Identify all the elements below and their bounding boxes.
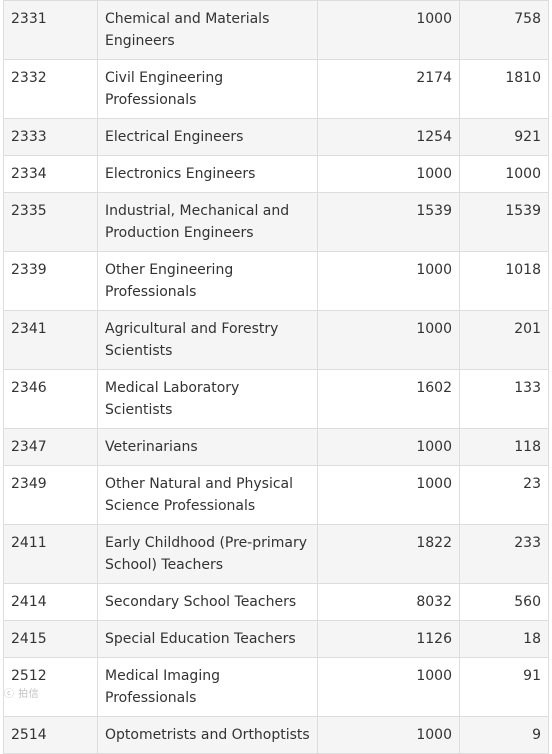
occupation-code-cell: 2334 (3, 155, 98, 193)
table-row: 2347 Veterinarians 1000 118 (3, 428, 549, 466)
value-b-cell: 758 (459, 0, 549, 60)
value-a-cell: 1539 (317, 192, 460, 252)
value-a-cell: 2174 (317, 59, 460, 119)
occupation-code-cell: 2335 (3, 192, 98, 252)
value-b-cell: 133 (459, 369, 549, 429)
table-row: 2334 Electronics Engineers 1000 1000 (3, 155, 549, 193)
table-row: 2512 Medical Imaging Professionals 1000 91 (3, 657, 549, 717)
occupation-name-cell: Medical Laboratory Scientists (97, 369, 318, 429)
occupation-code-cell: 2339 (3, 251, 98, 311)
value-b-cell: 921 (459, 118, 549, 156)
occupation-name-cell: Electrical Engineers (97, 118, 318, 156)
table-row: 2514 Optometrists and Orthoptists 1000 9 (3, 716, 549, 754)
value-a-cell: 1000 (317, 716, 460, 754)
occupation-code-cell: 2514 (3, 716, 98, 754)
occupation-name-cell: Early Childhood (Pre-primary School) Tea… (97, 524, 318, 584)
table-row: 2341 Agricultural and Forestry Scientists… (3, 310, 549, 370)
value-b-cell: 1018 (459, 251, 549, 311)
table-row: 2346 Medical Laboratory Scientists 1602 133 (3, 369, 549, 429)
occupation-code-cell: 2414 (3, 583, 98, 621)
value-b-cell: 18 (459, 620, 549, 658)
table-row: 2333 Electrical Engineers 1254 921 (3, 118, 549, 156)
occupation-name-cell: Chemical and Materials Engineers (97, 0, 318, 60)
occupation-code-cell: 2341 (3, 310, 98, 370)
occupation-code-cell: 2411 (3, 524, 98, 584)
value-a-cell: 1000 (317, 0, 460, 60)
occupation-name-cell: Agricultural and Forestry Scientists (97, 310, 318, 370)
value-a-cell: 1000 (317, 428, 460, 466)
table-row: 2415 Special Education Teachers 1126 18 (3, 620, 549, 658)
value-a-cell: 8032 (317, 583, 460, 621)
occupation-code-cell: 2332 (3, 59, 98, 119)
occupation-name-cell: Industrial, Mechanical and Production En… (97, 192, 318, 252)
table-row: 2332 Civil Engineering Professionals 2174 1… (3, 59, 549, 119)
value-a-cell: 1254 (317, 118, 460, 156)
value-b-cell: 233 (459, 524, 549, 584)
occupation-code-cell: 2415 (3, 620, 98, 658)
value-a-cell: 1126 (317, 620, 460, 658)
value-a-cell: 1000 (317, 657, 460, 717)
value-a-cell: 1822 (317, 524, 460, 584)
occupation-name-cell: Special Education Teachers (97, 620, 318, 658)
value-b-cell: 201 (459, 310, 549, 370)
table-row: 2335 Industrial, Mechanical and Productio… (3, 192, 549, 252)
occupation-name-cell: Medical Imaging Professionals (97, 657, 318, 717)
occupation-name-cell: Other Natural and Physical Science Profe… (97, 465, 318, 525)
value-a-cell: 1602 (317, 369, 460, 429)
occupation-name-cell: Civil Engineering Professionals (97, 59, 318, 119)
table-row: 2349 Other Natural and Physical Science P… (3, 465, 549, 525)
occupation-code-cell: 2331 (3, 0, 98, 60)
occupation-name-cell: Veterinarians (97, 428, 318, 466)
occupation-code-cell: 2349 (3, 465, 98, 525)
table-row: 2411 Early Childhood (Pre-primary School)… (3, 524, 549, 584)
table-row: 2414 Secondary School Teachers 8032 560 (3, 583, 549, 621)
table-row: 2331 Chemical and Materials Engineers 1000… (3, 0, 549, 60)
value-b-cell: 560 (459, 583, 549, 621)
table-body: 2331 Chemical and Materials Engineers 1000… (3, 0, 549, 754)
value-a-cell: 1000 (317, 251, 460, 311)
value-a-cell: 1000 (317, 310, 460, 370)
occupation-code-cell: 2512 (3, 657, 98, 717)
value-b-cell: 1810 (459, 59, 549, 119)
occupation-name-cell: Secondary School Teachers (97, 583, 318, 621)
value-b-cell: 1000 (459, 155, 549, 193)
occupation-code-cell: 2333 (3, 118, 98, 156)
occupation-name-cell: Other Engineering Professionals (97, 251, 318, 311)
value-a-cell: 1000 (317, 465, 460, 525)
table-row: 2339 Other Engineering Professionals 1000 1… (3, 251, 549, 311)
occupation-name-cell: Electronics Engineers (97, 155, 318, 193)
occupation-code-cell: 2347 (3, 428, 98, 466)
value-b-cell: 91 (459, 657, 549, 717)
occupation-name-cell: Optometrists and Orthoptists (97, 716, 318, 754)
value-a-cell: 1000 (317, 155, 460, 193)
value-b-cell: 118 (459, 428, 549, 466)
occupation-code-cell: 2346 (3, 369, 98, 429)
value-b-cell: 9 (459, 716, 549, 754)
occupation-table: 2331 Chemical and Materials Engineers 1000… (3, 0, 549, 754)
value-b-cell: 23 (459, 465, 549, 525)
value-b-cell: 1539 (459, 192, 549, 252)
